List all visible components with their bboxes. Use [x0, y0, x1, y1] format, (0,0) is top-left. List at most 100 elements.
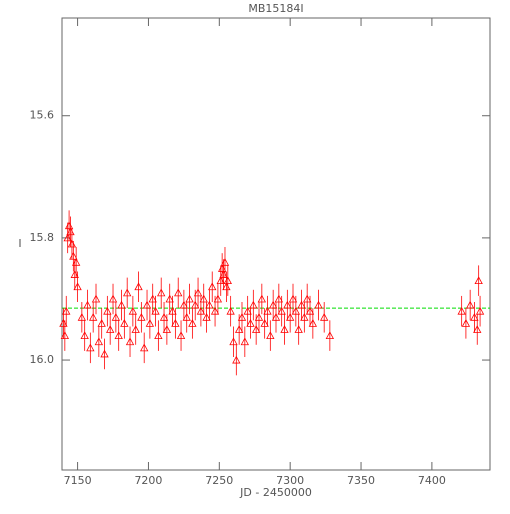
- data-point: [86, 343, 95, 352]
- data-point: [157, 288, 166, 297]
- y-axis-label: I: [18, 237, 21, 250]
- data-point: [185, 294, 194, 303]
- data-point: [473, 325, 482, 333]
- chart-title: MB15184I: [248, 2, 303, 15]
- data-point: [176, 331, 186, 340]
- data-point: [243, 306, 252, 315]
- data-point: [286, 312, 295, 321]
- data-point: [171, 319, 180, 327]
- x-axis-label: JD - 2450000: [239, 486, 312, 499]
- data-point: [320, 312, 329, 321]
- x-tick-label: 7250: [205, 474, 233, 487]
- data-point: [62, 306, 71, 315]
- data-point: [208, 282, 217, 291]
- data-point: [297, 300, 306, 309]
- data-point: [108, 294, 118, 303]
- data-point: [234, 325, 244, 333]
- data-point: [97, 319, 106, 327]
- data-point: [159, 312, 169, 321]
- x-tick-label: 7350: [347, 474, 375, 487]
- data-point: [202, 312, 211, 321]
- data-point: [114, 331, 123, 340]
- data-point: [83, 300, 92, 309]
- data-point: [182, 312, 191, 321]
- data-point: [268, 300, 278, 309]
- data-point: [213, 294, 223, 303]
- data-point: [465, 300, 475, 309]
- data-point: [120, 319, 129, 327]
- data-point: [210, 306, 220, 315]
- data-point: [165, 294, 174, 303]
- x-tick-label: 7300: [276, 474, 304, 487]
- data-point: [291, 306, 301, 315]
- data-point: [117, 300, 126, 309]
- data-point: [263, 306, 272, 315]
- x-tick-label: 7200: [134, 474, 162, 487]
- plot-frame: [61, 17, 491, 471]
- data-point: [123, 288, 132, 297]
- data-point: [191, 300, 200, 309]
- data-point: [305, 306, 315, 315]
- data-point: [137, 312, 146, 321]
- data-point: [205, 300, 214, 309]
- data-point: [111, 312, 121, 321]
- data-point: [266, 331, 275, 340]
- data-point: [232, 355, 241, 364]
- data-point: [280, 325, 289, 333]
- data-point: [94, 337, 104, 346]
- data-point: [457, 306, 466, 315]
- data-point: [283, 300, 292, 309]
- data-point: [179, 300, 189, 309]
- data-point: [274, 294, 284, 303]
- data-point: [174, 288, 183, 297]
- data-point: [251, 325, 261, 333]
- y-tick-label: 16.0: [30, 353, 55, 366]
- data-point: [199, 294, 208, 303]
- data-point: [73, 282, 82, 291]
- data-point: [131, 325, 140, 333]
- data-point: [223, 276, 232, 285]
- data-point: [229, 337, 238, 346]
- data-point: [188, 319, 197, 327]
- data-point: [226, 306, 235, 315]
- data-point: [106, 325, 115, 333]
- data-point: [196, 306, 206, 315]
- data-point: [300, 312, 309, 321]
- data-point: [154, 331, 163, 340]
- data-point: [277, 306, 286, 315]
- data-point: [168, 306, 177, 315]
- data-point: [142, 300, 152, 309]
- data-point: [69, 251, 78, 260]
- data-point: [80, 331, 89, 340]
- data-point: [257, 294, 266, 303]
- data-point: [148, 294, 157, 303]
- x-tick-label: 7400: [418, 474, 446, 487]
- data-point: [91, 294, 101, 303]
- y-tick-label: 15.8: [30, 231, 55, 244]
- y-tick-label: 15.6: [30, 109, 55, 122]
- data-point: [134, 282, 143, 291]
- data-point: [60, 331, 70, 340]
- data-point: [193, 288, 203, 297]
- data-point: [240, 337, 249, 346]
- data-point: [260, 319, 269, 327]
- x-tick-label: 7150: [64, 474, 92, 487]
- data-point: [145, 319, 155, 327]
- data-point: [314, 300, 323, 309]
- data-point: [294, 325, 303, 333]
- data-point: [220, 257, 230, 266]
- data-point: [475, 306, 485, 315]
- data-point: [461, 319, 471, 327]
- data-point: [271, 312, 281, 321]
- data-point: [288, 294, 298, 303]
- data-point: [246, 319, 255, 327]
- data-point: [303, 294, 312, 303]
- data-point: [103, 306, 112, 315]
- data-point: [89, 312, 98, 321]
- data-point: [237, 312, 247, 321]
- data-point: [162, 325, 172, 333]
- data-point: [140, 343, 149, 352]
- data-point: [325, 331, 335, 340]
- data-point: [151, 306, 160, 315]
